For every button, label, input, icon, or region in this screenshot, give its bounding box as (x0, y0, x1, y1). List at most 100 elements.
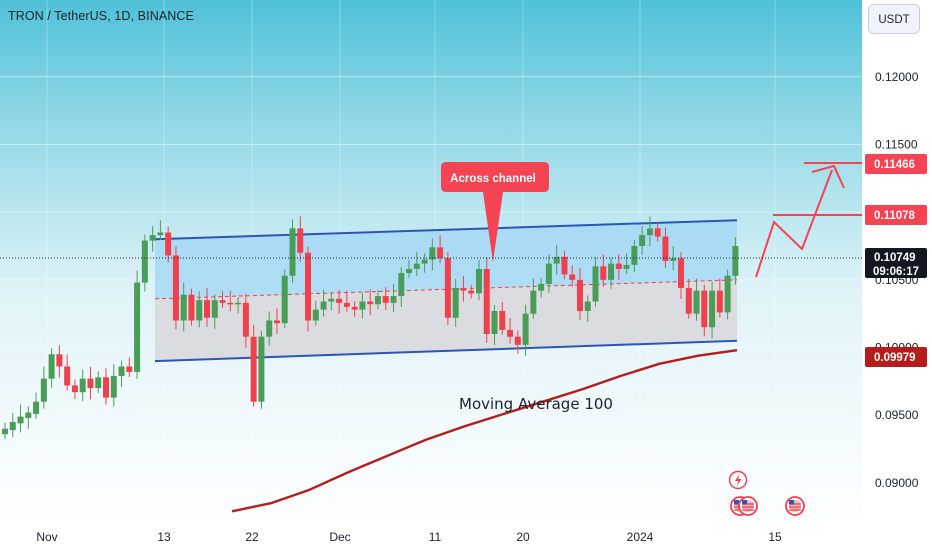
candle (336, 298, 343, 303)
price-tick-label: 0.11500 (875, 137, 918, 151)
candle (475, 269, 482, 294)
candle (732, 245, 739, 276)
candle (196, 300, 203, 321)
candle (460, 287, 467, 291)
candle (211, 300, 218, 318)
channel-lower-fill (155, 279, 737, 362)
candle (693, 290, 700, 314)
currency-button[interactable]: USDT (868, 4, 920, 34)
candle (553, 256, 560, 264)
time-tick-label: 20 (516, 530, 530, 544)
candle (382, 296, 389, 303)
callout-text: Across channel (450, 173, 536, 185)
current-price-value: 0.10749 (874, 252, 916, 264)
candle (677, 258, 684, 288)
candle (374, 296, 381, 305)
candle (351, 306, 358, 310)
candle (709, 290, 716, 328)
candle (71, 385, 78, 393)
candle (227, 302, 234, 305)
candle (258, 336, 265, 402)
candle (17, 416, 24, 424)
candle (297, 228, 304, 253)
candle (110, 375, 117, 398)
candle (118, 366, 125, 376)
candle (701, 290, 708, 328)
candle (429, 247, 436, 260)
candle (507, 329, 514, 337)
candle (545, 263, 552, 284)
candle (235, 302, 242, 305)
flash-icon[interactable] (728, 470, 748, 490)
price-tick-label: 0.09500 (875, 408, 919, 422)
candle (320, 301, 327, 310)
candle (662, 236, 669, 261)
candle (64, 366, 71, 386)
candle (165, 232, 172, 256)
candle (639, 235, 646, 246)
candle (522, 313, 529, 345)
level-price-tag (865, 205, 927, 225)
candle (103, 377, 110, 398)
candle (398, 273, 405, 297)
time-tick-label: 13 (157, 530, 171, 544)
candle (468, 290, 475, 294)
candle (141, 240, 148, 283)
candle (134, 282, 141, 372)
candle (219, 300, 226, 303)
candle (530, 290, 537, 314)
candle (56, 354, 63, 367)
candle (312, 309, 319, 321)
time-tick-label: Dec (329, 530, 350, 544)
candle (499, 310, 506, 330)
candle (716, 290, 723, 313)
candle (95, 377, 102, 389)
candle (305, 252, 312, 321)
symbol-title[interactable]: TRON / TetherUS, 1D, BINANCE (8, 9, 194, 23)
candle (172, 255, 179, 321)
time-tick-label: 2024 (627, 530, 654, 544)
time-tick-label: 22 (245, 530, 259, 544)
candle (390, 296, 397, 303)
candle (615, 263, 622, 270)
candle (328, 298, 335, 302)
candle (421, 259, 428, 264)
us-flag-event-icon-2[interactable] (738, 496, 758, 516)
candle (514, 336, 521, 345)
candle (204, 300, 211, 318)
candle (126, 366, 133, 372)
candle (491, 310, 498, 334)
candle (33, 401, 40, 414)
candle (359, 301, 366, 310)
event-icons[interactable] (728, 470, 805, 516)
price-tags: 0.10749 09:06:17 0.11466 0.11078 0.09979 (0, 154, 927, 367)
candle (561, 256, 568, 275)
candle (149, 235, 156, 241)
candle (242, 302, 249, 337)
countdown-value: 09:06:17 (873, 266, 919, 278)
candle (538, 283, 545, 291)
annotations: Across channel Moving Average 100 (441, 162, 862, 413)
us-flag-event-icon-3[interactable] (785, 496, 805, 516)
candle (654, 228, 661, 237)
candles[interactable] (2, 216, 739, 440)
candle (592, 266, 599, 302)
candle (273, 320, 280, 324)
candle (584, 301, 591, 311)
projection-arrowhead (811, 164, 845, 189)
candle (188, 294, 195, 321)
candle (608, 263, 615, 280)
candle (437, 247, 444, 259)
candle (367, 301, 374, 305)
candle (9, 421, 16, 431)
candle (685, 287, 692, 314)
candle (623, 264, 630, 270)
candle (250, 336, 257, 402)
candle (180, 294, 187, 321)
candle (343, 302, 350, 307)
candle (266, 320, 273, 337)
candle (413, 263, 420, 270)
candle (157, 232, 164, 236)
candle (724, 275, 731, 313)
